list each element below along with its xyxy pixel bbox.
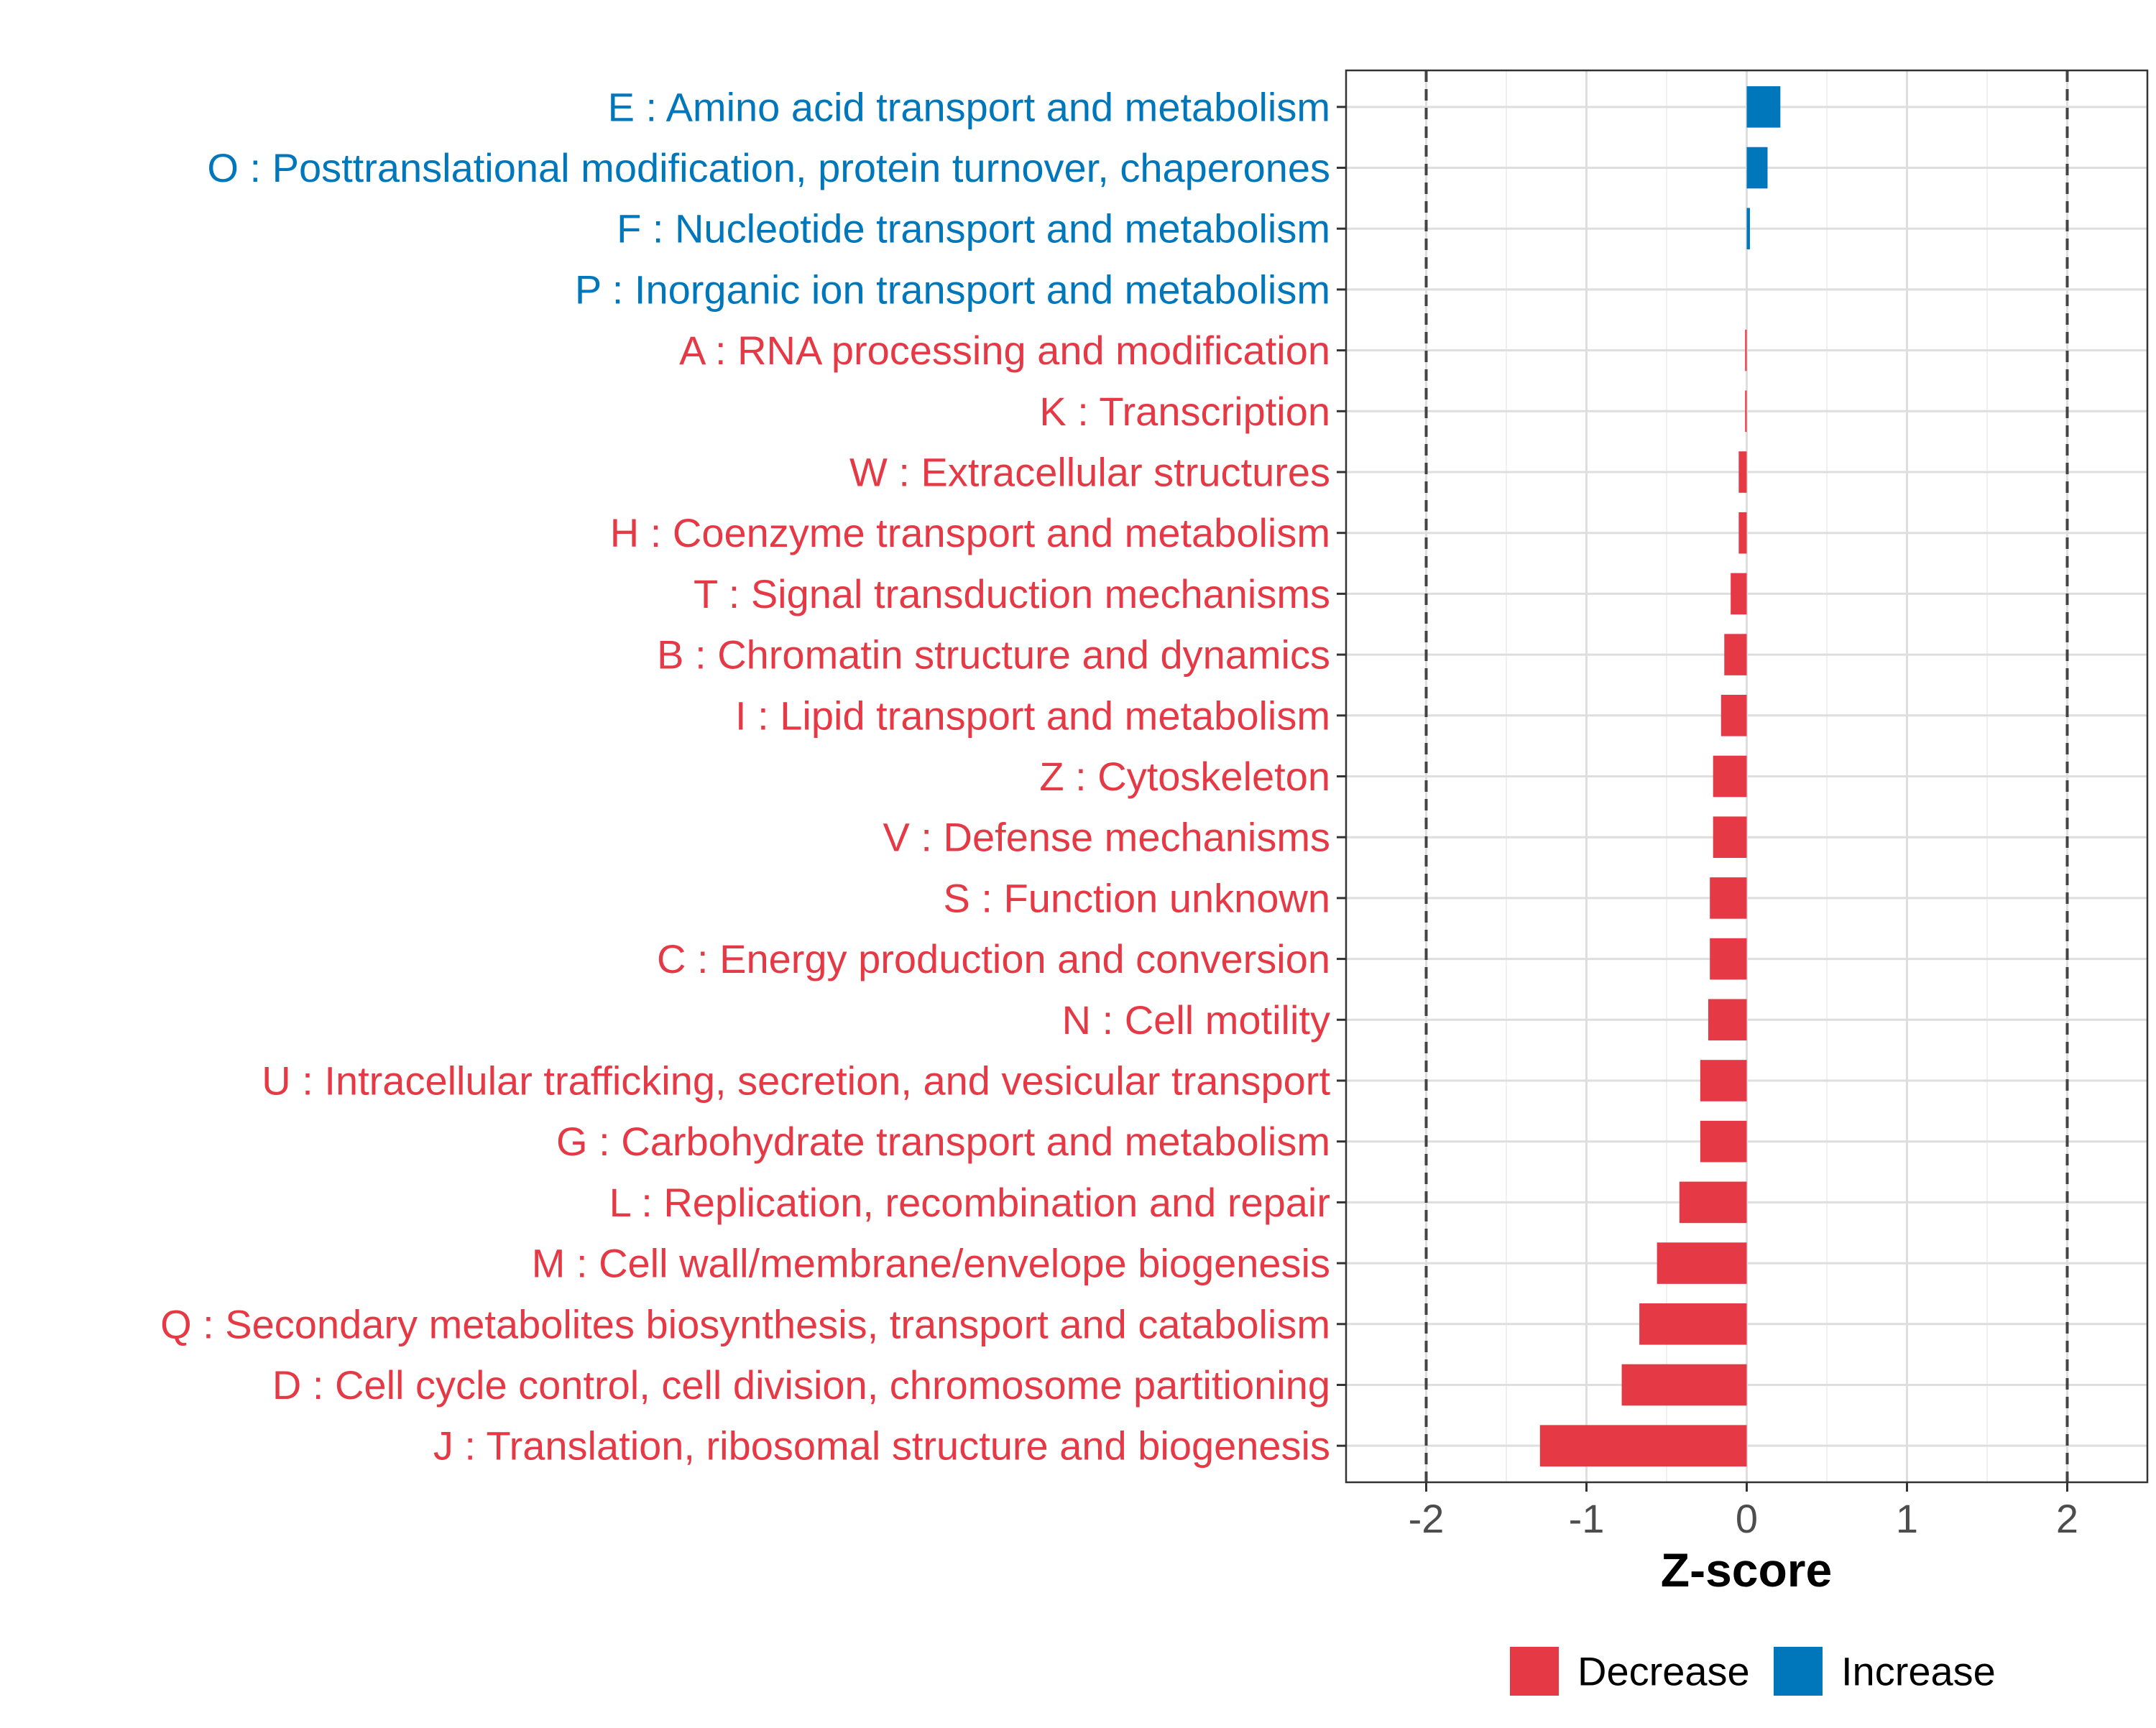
category-label: D : Cell cycle control, cell division, c… bbox=[272, 1362, 1330, 1408]
bars bbox=[1539, 86, 1781, 1466]
category-label: F : Nucleotide transport and metabolism bbox=[617, 206, 1330, 251]
x-tick-label: -2 bbox=[1409, 1496, 1445, 1541]
category-label: T : Signal transduction mechanisms bbox=[694, 571, 1330, 616]
bar bbox=[1679, 1181, 1747, 1224]
bar bbox=[1700, 1120, 1747, 1163]
category-label: Q : Secondary metabolites biosynthesis, … bbox=[160, 1301, 1330, 1346]
bar bbox=[1746, 86, 1781, 128]
category-label: B : Chromatin structure and dynamics bbox=[657, 632, 1330, 678]
x-axis-title: Z-score bbox=[1661, 1543, 1832, 1597]
bar bbox=[1713, 755, 1747, 798]
category-label: O : Posttranslational modification, prot… bbox=[207, 145, 1330, 190]
legend: Decrease Increase bbox=[1510, 1647, 1996, 1696]
category-label: A : RNA processing and modification bbox=[679, 328, 1330, 373]
legend-swatch bbox=[1774, 1647, 1823, 1696]
x-tick-label: 1 bbox=[1896, 1496, 1918, 1541]
bar bbox=[1710, 938, 1747, 980]
bar bbox=[1746, 147, 1768, 189]
bar bbox=[1731, 573, 1747, 615]
category-label: L : Replication, recombination and repai… bbox=[609, 1180, 1330, 1225]
legend-label: Increase bbox=[1841, 1649, 1996, 1694]
category-label: H : Coenzyme transport and metabolism bbox=[610, 510, 1330, 555]
bar bbox=[1738, 512, 1747, 554]
bar bbox=[1708, 999, 1747, 1041]
bar bbox=[1710, 877, 1747, 919]
category-label: C : Energy production and conversion bbox=[657, 936, 1330, 981]
category-label: M : Cell wall/membrane/envelope biogenes… bbox=[532, 1241, 1330, 1286]
bar bbox=[1746, 208, 1750, 250]
bar bbox=[1639, 1303, 1747, 1345]
x-tick-label: -1 bbox=[1569, 1496, 1605, 1541]
x-tick-label: 0 bbox=[1736, 1496, 1758, 1541]
bar bbox=[1700, 1060, 1747, 1101]
reference-lines bbox=[1424, 70, 2069, 1482]
bar bbox=[1745, 390, 1747, 433]
category-label: G : Carbohydrate transport and metabolis… bbox=[556, 1119, 1330, 1164]
category-label: Z : Cytoskeleton bbox=[1039, 754, 1330, 799]
category-label: S : Function unknown bbox=[943, 875, 1330, 920]
category-label: N : Cell motility bbox=[1062, 997, 1330, 1043]
legend-swatch bbox=[1510, 1647, 1559, 1696]
bar bbox=[1713, 816, 1747, 858]
x-tick-label: 2 bbox=[2056, 1496, 2078, 1541]
bar bbox=[1657, 1242, 1747, 1284]
category-label: K : Transcription bbox=[1039, 389, 1330, 434]
category-label: U : Intracellular trafficking, secretion… bbox=[262, 1058, 1330, 1103]
bar bbox=[1724, 634, 1747, 675]
bar bbox=[1621, 1364, 1747, 1406]
category-label: P : Inorganic ion transport and metaboli… bbox=[575, 267, 1330, 312]
category-label: I : Lipid transport and metabolism bbox=[735, 693, 1330, 738]
legend-label: Decrease bbox=[1577, 1649, 1750, 1694]
bar bbox=[1745, 329, 1747, 371]
bar bbox=[1720, 695, 1747, 736]
bar bbox=[1539, 1425, 1747, 1466]
category-label: W : Extracellular structures bbox=[849, 450, 1330, 495]
category-label: J : Translation, ribosomal structure and… bbox=[433, 1423, 1330, 1469]
bar bbox=[1738, 451, 1747, 493]
category-label: V : Defense mechanisms bbox=[883, 815, 1330, 860]
category-label: E : Amino acid transport and metabolism bbox=[608, 84, 1330, 129]
y-axis-ticks: E : Amino acid transport and metabolism O… bbox=[160, 84, 1346, 1469]
x-axis-ticks: -2 -1 0 1 2 bbox=[1409, 1482, 2078, 1541]
